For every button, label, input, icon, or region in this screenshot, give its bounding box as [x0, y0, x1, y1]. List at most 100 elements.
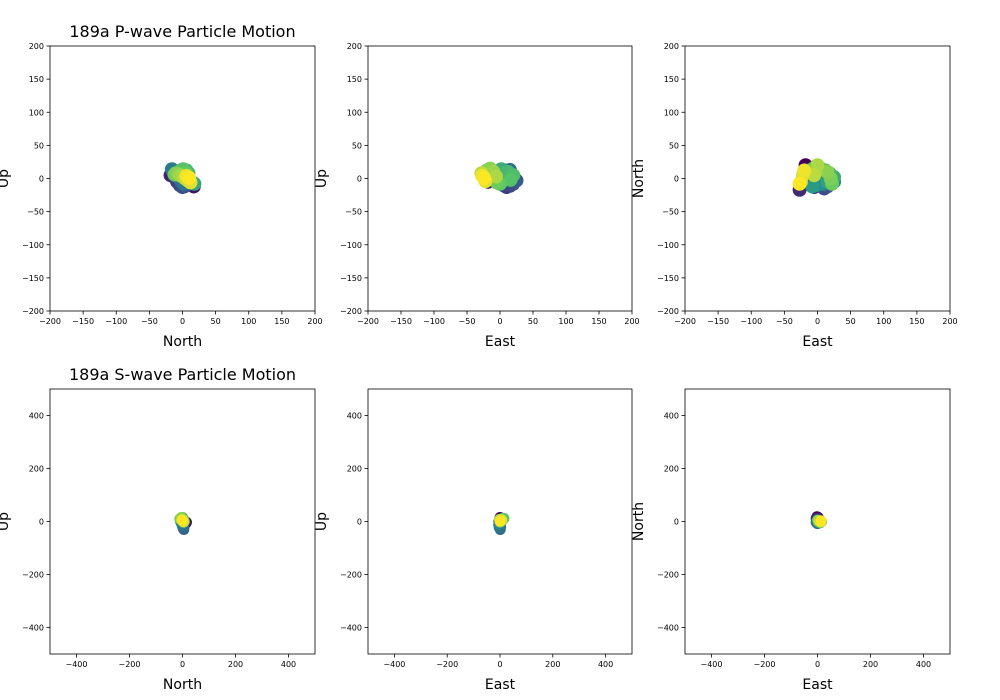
y-axis-label: North — [631, 502, 647, 541]
x-tick-label: 200 — [942, 317, 957, 326]
y-tick-label: 0 — [39, 175, 44, 184]
x-tick-label: 200 — [863, 660, 878, 669]
y-tick-label: −50 — [662, 208, 679, 217]
scatter-series — [792, 158, 842, 197]
scatter-point — [792, 176, 807, 191]
y-tick-label: 200 — [347, 42, 362, 51]
y-tick-label: 50 — [34, 141, 44, 150]
y-tick-label: 50 — [669, 141, 679, 150]
y-tick-label: 100 — [347, 108, 362, 117]
y-tick-label: 50 — [352, 141, 362, 150]
y-tick-label: −200 — [22, 307, 44, 316]
scatter-point — [503, 172, 518, 187]
x-tick-label: −50 — [459, 317, 476, 326]
subplot-6: −400 −200 0 200 400 −400 −200 0 200 400 East North — [631, 388, 951, 693]
x-tick-label: −200 — [436, 660, 458, 669]
x-tick-label: −150 — [72, 317, 94, 326]
y-tick-label: −400 — [657, 624, 679, 633]
y-axis-label: Up — [0, 512, 12, 531]
x-axis-label: East — [485, 334, 516, 350]
x-tick-label: 200 — [624, 317, 639, 326]
x-tick-label: 100 — [558, 317, 573, 326]
x-tick-label: 0 — [180, 317, 185, 326]
x-tick-label: −200 — [357, 317, 379, 326]
subplot-4: −400 −200 0 200 400 −400 −200 0 200 400 North Up 189… — [0, 365, 316, 693]
scatter-point — [820, 164, 835, 179]
x-tick-label: −200 — [754, 660, 776, 669]
chart-title: 189a S-wave Particle Motion — [69, 365, 296, 384]
subplot-5: −400 −200 0 200 400 −400 −200 0 200 400 East Up — [314, 388, 633, 693]
x-tick-label: 100 — [241, 317, 256, 326]
y-axis-label: North — [631, 159, 647, 198]
x-tick-label: −200 — [119, 660, 141, 669]
y-tick-label: 200 — [664, 42, 679, 51]
x-tick-label: 200 — [307, 317, 322, 326]
x-axis-label: North — [163, 677, 202, 693]
x-tick-label: 0 — [815, 317, 820, 326]
x-tick-label: 200 — [545, 660, 560, 669]
x-axis-label: East — [485, 677, 516, 693]
x-tick-label: 150 — [274, 317, 289, 326]
y-tick-label: 200 — [29, 465, 44, 474]
chart-title: 189a P-wave Particle Motion — [69, 22, 295, 41]
x-tick-label: 50 — [211, 317, 221, 326]
x-axis-label: East — [802, 677, 833, 693]
scatter-series — [174, 512, 192, 535]
x-tick-label: 0 — [497, 660, 502, 669]
x-tick-label: −100 — [105, 317, 127, 326]
y-tick-label: −150 — [22, 274, 44, 283]
y-tick-label: 150 — [664, 75, 679, 84]
y-tick-label: −100 — [657, 241, 679, 250]
x-tick-label: 0 — [815, 660, 820, 669]
y-tick-label: −200 — [340, 307, 362, 316]
x-tick-label: −50 — [141, 317, 158, 326]
scatter-series — [810, 511, 827, 530]
y-tick-label: 400 — [347, 412, 362, 421]
x-tick-label: 50 — [528, 317, 538, 326]
y-tick-label: 100 — [664, 108, 679, 117]
x-axis-label: North — [163, 334, 202, 350]
subplot-1: −200 −150 −100 −50 0 50 100 150 200 −200 −150 −100 −… — [0, 22, 323, 350]
y-tick-label: −150 — [657, 274, 679, 283]
y-tick-label: 0 — [357, 175, 362, 184]
y-tick-label: −50 — [27, 208, 44, 217]
x-tick-label: 0 — [180, 660, 185, 669]
scatter-point — [797, 163, 812, 178]
x-tick-label: −400 — [383, 660, 405, 669]
subplot-3: −200 −150 −100 −50 0 50 100 150 200 −200 −150 −100 −… — [631, 42, 958, 350]
x-tick-label: 200 — [228, 660, 243, 669]
scatter-point — [477, 171, 492, 186]
scatter-series — [163, 162, 202, 195]
subplot-2: −200 −150 −100 −50 0 50 100 150 200 −200 −150 −100 −… — [314, 42, 640, 350]
y-tick-label: 200 — [347, 465, 362, 474]
y-tick-label: −100 — [340, 241, 362, 250]
y-tick-label: −200 — [22, 571, 44, 580]
y-tick-label: −200 — [657, 571, 679, 580]
y-tick-label: 0 — [39, 518, 44, 527]
scatter-series — [493, 512, 510, 535]
y-tick-label: 0 — [674, 175, 679, 184]
y-tick-label: −400 — [340, 624, 362, 633]
y-axis-label: Up — [0, 169, 12, 188]
y-tick-label: −200 — [340, 571, 362, 580]
scatter-series — [474, 161, 524, 195]
x-tick-label: −100 — [740, 317, 762, 326]
y-tick-label: 0 — [357, 518, 362, 527]
y-tick-label: −150 — [340, 274, 362, 283]
x-tick-label: −200 — [39, 317, 61, 326]
y-tick-label: 150 — [347, 75, 362, 84]
scatter-point — [489, 169, 504, 184]
scatter-point — [815, 515, 827, 527]
scatter-point — [494, 515, 506, 527]
y-tick-label: 400 — [664, 412, 679, 421]
x-tick-label: 50 — [846, 317, 856, 326]
y-tick-label: −400 — [22, 624, 44, 633]
scatter-point — [176, 514, 188, 526]
scatter-point — [805, 179, 820, 194]
y-axis-label: Up — [314, 512, 330, 531]
y-tick-label: 150 — [29, 75, 44, 84]
x-tick-label: 400 — [598, 660, 613, 669]
x-tick-label: 150 — [909, 317, 924, 326]
x-tick-label: 0 — [497, 317, 502, 326]
x-tick-label: −100 — [423, 317, 445, 326]
